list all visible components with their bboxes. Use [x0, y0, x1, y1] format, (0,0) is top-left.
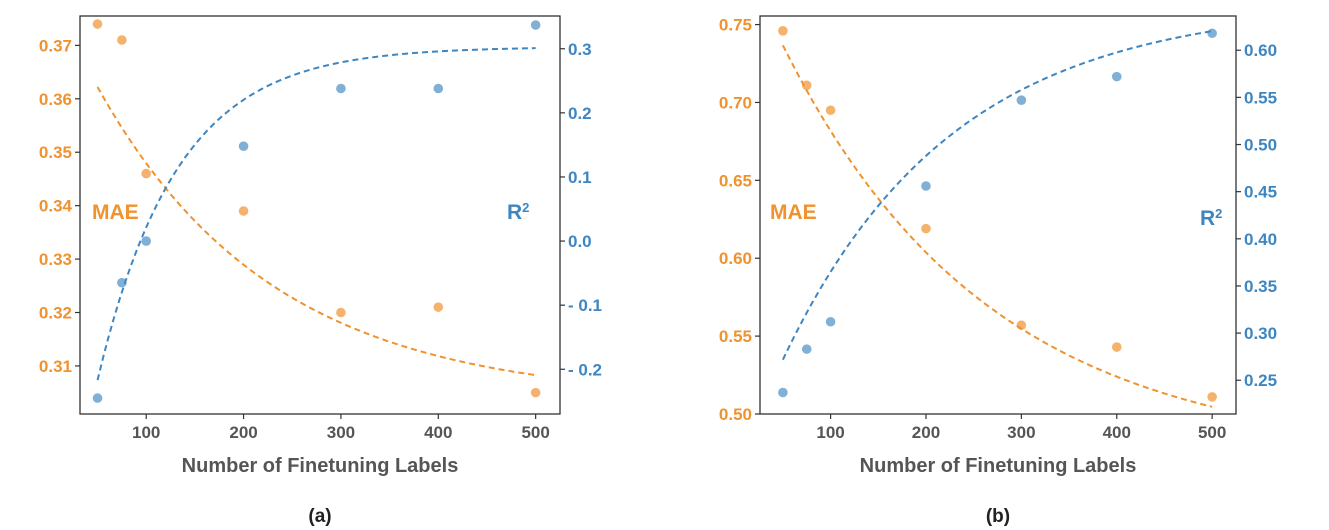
r2-point-a	[92, 393, 103, 403]
chart-panel-a: 100 200 300 400 500 0.31 0.32 0.33 0.34 0.35 0.36 0…	[39, 15, 602, 527]
left-tick-label-a: 0.31	[39, 357, 72, 376]
right-tick-label-b: 0.45	[1244, 183, 1277, 202]
left-tick-label-b: 0.75	[719, 16, 752, 35]
r2-point-b	[1016, 95, 1027, 106]
r2-fit-curve-a	[96, 47, 536, 381]
mae-point-a	[336, 307, 346, 318]
right-tick-label-b: 0.60	[1244, 41, 1277, 60]
x-tick-label-b: 100	[816, 423, 844, 442]
x-tick-label-b: 300	[1007, 423, 1035, 442]
left-tick-label-a: 0.32	[39, 303, 72, 322]
mae-point-b	[801, 80, 812, 91]
mae-fit-curve-a	[96, 86, 536, 377]
r2-point-b	[921, 181, 931, 191]
right-tick-label-a: 0.3	[568, 40, 592, 59]
r2-point-a	[238, 141, 249, 151]
left-tick-label-a: 0.36	[39, 90, 72, 109]
x-tick-label-a: 100	[132, 423, 160, 442]
right-tick-label-a: - 0.1	[568, 296, 602, 315]
mae-point-b	[1207, 392, 1217, 402]
right-tick-label-b: 0.55	[1244, 88, 1277, 107]
r2-point-a	[336, 83, 346, 94]
left-tick-label-b: 0.70	[719, 93, 752, 112]
right-tick-label-a: 0.0	[568, 232, 592, 251]
panel-label-a: (a)	[308, 506, 331, 527]
right-tick-label-a: 0.1	[568, 168, 592, 187]
mae-point-b	[921, 223, 931, 234]
plot-area-b	[759, 15, 1237, 415]
x-axis-title-b: Number of Finetuning Labels	[860, 455, 1137, 477]
mae-axis-title-b: MAE	[770, 201, 817, 224]
left-tick-label-a: 0.34	[39, 197, 73, 216]
r2-fit-curve-b	[781, 30, 1213, 361]
r2-point-b	[801, 344, 812, 354]
left-tick-label-a: 0.37	[39, 36, 72, 55]
left-tick-label-a: 0.33	[39, 250, 72, 269]
left-tick-label-b: 0.65	[719, 171, 752, 190]
r2-point-a	[433, 83, 444, 94]
mae-point-a	[117, 35, 127, 45]
left-tick-label-b: 0.55	[719, 327, 752, 346]
right-tick-label-b: 0.35	[1244, 277, 1277, 296]
chart-panel-b: 100 200 300 400 500 0.50 0.55 0.60 0.65 0.70 0.75 0…	[719, 15, 1277, 527]
right-tick-label-b: 0.40	[1244, 230, 1277, 249]
r2-point-a	[117, 277, 127, 288]
left-tick-label-a: 0.35	[39, 143, 72, 162]
mae-point-b	[778, 25, 788, 36]
mae-point-b	[825, 105, 836, 116]
r2-point-a	[530, 20, 541, 30]
mae-point-b	[1111, 342, 1122, 352]
r2-axis-title-a: R2	[507, 200, 529, 225]
x-tick-label-b: 400	[1103, 423, 1131, 442]
left-tick-label-b: 0.50	[719, 405, 752, 424]
mae-point-a	[238, 206, 249, 216]
x-tick-label-a: 300	[327, 423, 355, 442]
r2-point-a	[141, 236, 152, 246]
right-tick-label-a: - 0.2	[568, 360, 602, 379]
right-tick-label-b: 0.30	[1244, 324, 1277, 343]
right-tick-label-b: 0.50	[1244, 136, 1277, 155]
mae-point-b	[1016, 320, 1027, 331]
mae-point-a	[433, 302, 444, 312]
x-tick-label-a: 200	[229, 423, 257, 442]
mae-point-a	[141, 168, 152, 179]
r2-point-b	[825, 316, 836, 327]
plot-area-a	[79, 15, 561, 415]
right-tick-label-b: 0.25	[1244, 371, 1277, 390]
mae-axis-title-a: MAE	[92, 201, 139, 224]
r2-axis-title-b: R2	[1200, 206, 1222, 231]
mae-point-a	[92, 19, 103, 29]
left-tick-label-b: 0.60	[719, 249, 752, 268]
x-tick-label-b: 200	[912, 423, 940, 442]
mae-point-a	[530, 387, 541, 398]
x-tick-label-a: 400	[424, 423, 452, 442]
mae-fit-curve-b	[781, 44, 1213, 408]
x-axis-title-a: Number of Finetuning Labels	[182, 455, 459, 477]
r2-point-b	[778, 387, 788, 398]
x-tick-label-a: 500	[521, 423, 549, 442]
panel-label-b: (b)	[986, 506, 1010, 527]
r2-point-b	[1111, 71, 1122, 82]
r2-point-b	[1207, 28, 1217, 39]
x-tick-label-b: 500	[1198, 423, 1226, 442]
right-tick-label-a: 0.2	[568, 104, 592, 123]
